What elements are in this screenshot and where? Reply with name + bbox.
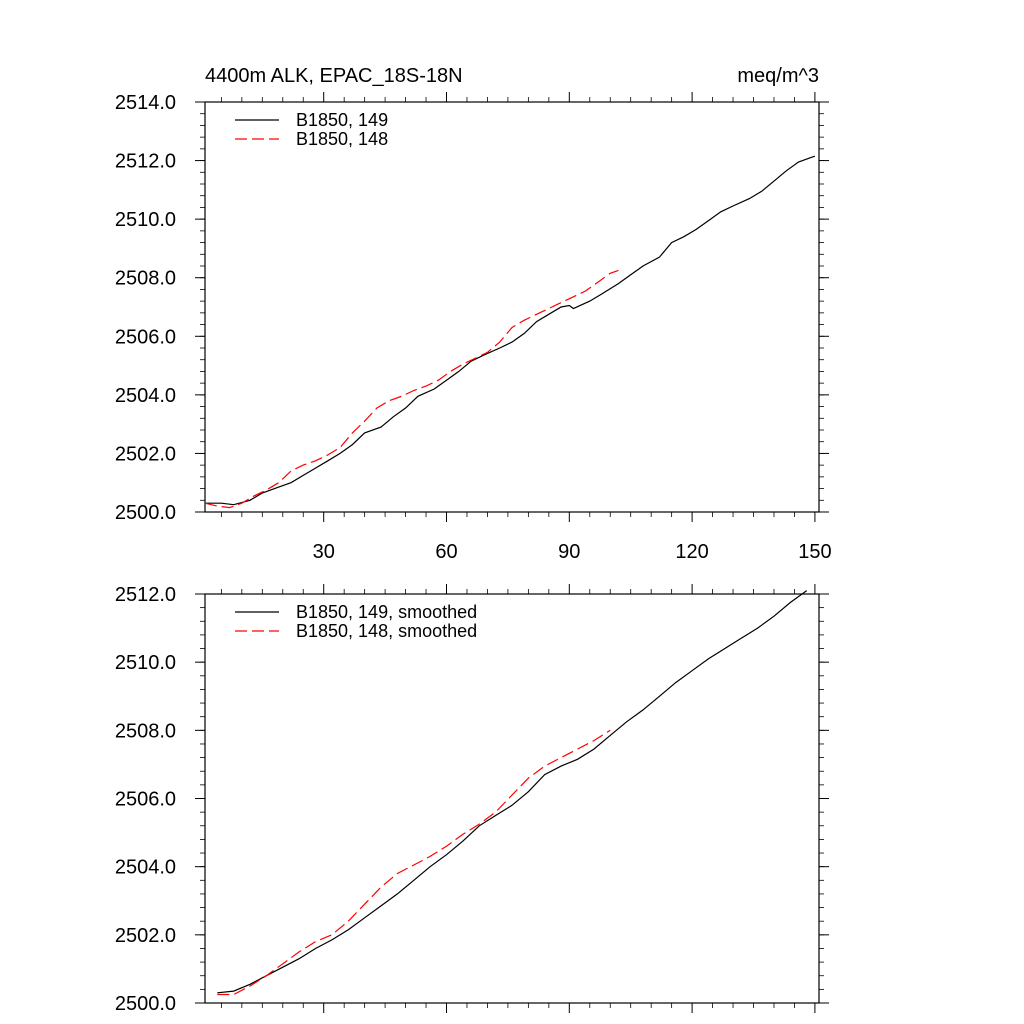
series-line-0 [205,155,816,506]
y-tick-label: 2502.0 [115,925,176,947]
y-tick-label: 2508.0 [115,268,176,290]
y-tick-label: 2504.0 [115,857,176,879]
y-tick-label: 2508.0 [115,720,176,742]
plot-frame [204,593,820,1004]
y-tick-label: 2510.0 [115,209,176,231]
y-tick-label: 2500.0 [115,502,176,524]
y-tick-label: 2506.0 [115,326,176,348]
y-tick-label: 2500.0 [115,993,176,1015]
x-tick-label: 150 [798,541,831,563]
series-line-0 [217,590,808,994]
plot-frame [204,101,820,513]
legend-label-1: B1850, 148, smoothed [296,621,477,641]
y-tick-label: 2504.0 [115,385,176,407]
x-tick-label: 90 [558,541,580,563]
top-panel: 2500.0 2502.0 2504.0 2506.0 2508.0 2510.0 2512… [115,65,832,563]
y-tick-label: 2502.0 [115,443,176,465]
chart-title-right: meq/m^3 [737,65,819,87]
x-tick-label: 30 [313,541,335,563]
series-line-1 [204,269,619,509]
y-tick-label: 2512.0 [115,584,176,606]
x-tick-label: 60 [435,541,457,563]
legend-label-1: B1850, 148 [296,129,388,149]
y-tick-label: 2506.0 [115,789,176,811]
series-line-1 [217,729,611,996]
x-tick-label: 120 [675,541,708,563]
legend-label-0: B1850, 149, smoothed [296,602,477,622]
y-tick-label: 2512.0 [115,151,176,173]
y-tick-label: 2510.0 [115,652,176,674]
bottom-panel: 2500.0 2502.0 2504.0 2506.0 2508.0 2510.0 2512… [115,584,829,1015]
legend-label-0: B1850, 149 [296,110,388,130]
chart-title-left: 4400m ALK, EPAC_18S-18N [205,65,463,87]
y-tick-label: 2514.0 [115,92,176,114]
